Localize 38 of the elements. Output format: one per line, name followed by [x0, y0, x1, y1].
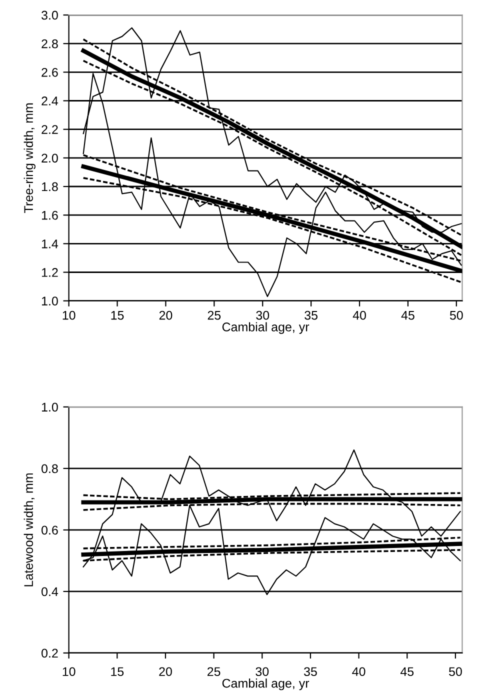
- x-tick-label: 15: [111, 667, 124, 676]
- y-tick-label: 2.8: [42, 39, 58, 48]
- x-axis-title: Cambial age, yr: [222, 678, 310, 690]
- x-tick-label: 10: [62, 667, 76, 676]
- x-tick-label: 20: [159, 667, 172, 676]
- y-tick-label: 1.0: [42, 296, 58, 306]
- x-axis-title: Cambial age, yr: [222, 322, 310, 334]
- y-axis-title: Tree-ring width, mm: [24, 103, 36, 213]
- y-tick-label: 0.4: [42, 587, 58, 596]
- y-axis-title: Latewood width, mm: [24, 473, 34, 586]
- x-tick-label: 25: [208, 310, 221, 320]
- x-tick-label: 10: [62, 310, 76, 320]
- x-tick-label: 35: [304, 667, 317, 676]
- x-tick-label: 40: [352, 310, 366, 320]
- y-tick-label: 1.4: [42, 240, 58, 248]
- y-tick-label: 0.2: [42, 648, 58, 658]
- y-tick-label: 1.8: [42, 182, 58, 192]
- x-tick-label: 45: [401, 311, 414, 320]
- y-tick-label: 0.6: [42, 526, 58, 535]
- x-tick-label: 30: [256, 310, 270, 320]
- y-tick-label: 1.0: [42, 402, 58, 412]
- x-tick-label: 35: [304, 310, 318, 320]
- y-tick-label: 2.6: [42, 68, 58, 77]
- y-tick-label: 2.2: [42, 125, 58, 134]
- x-tick-label: 40: [352, 667, 366, 676]
- x-tick-label: 45: [400, 667, 414, 676]
- y-tick-label: 0.8: [42, 464, 58, 474]
- x-tick-label: 50: [450, 310, 463, 320]
- x-tick-label: 15: [111, 311, 124, 320]
- y-tick-label: 3.0: [42, 10, 58, 20]
- x-tick-label: 30: [256, 667, 269, 676]
- x-tick-label: 50: [449, 667, 462, 676]
- y-tick-label: 2.4: [42, 96, 58, 106]
- y-tick-label: 2.0: [42, 154, 58, 163]
- x-tick-label: 25: [207, 667, 220, 676]
- y-tick-label: 1.6: [42, 210, 58, 220]
- x-tick-label: 20: [159, 310, 172, 320]
- y-tick-label: 1.2: [42, 268, 58, 277]
